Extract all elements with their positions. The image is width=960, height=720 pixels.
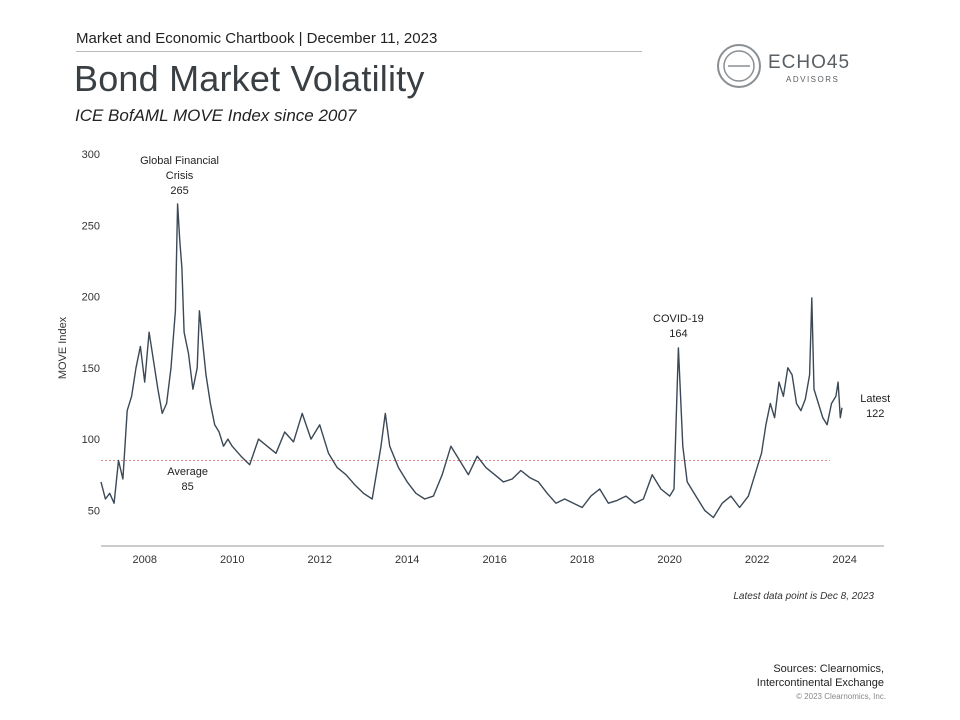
x-tick-label: 2024	[832, 554, 856, 566]
move-index-series-line	[100, 203, 843, 519]
y-tick-label: 250	[82, 220, 100, 232]
echo45-logo: ECHO45 ADVISORS	[714, 42, 864, 92]
annotation-label: Average	[167, 466, 208, 478]
sources: Sources: Clearnomics, Intercontinental E…	[757, 662, 884, 690]
latest-data-note: Latest data point is Dec 8, 2023	[733, 591, 874, 602]
annotation-label: 85	[181, 481, 193, 493]
sources-line-2: Intercontinental Exchange	[756, 677, 884, 689]
x-tick-label: 2010	[220, 554, 244, 566]
annotation-label: Global Financial	[140, 155, 219, 167]
logo-name: ECHO45	[768, 52, 851, 73]
annotation-label: 122	[866, 408, 884, 420]
x-tick-label: 2020	[657, 554, 681, 566]
annotations-group: Global Financial Crisis 265 COVID-19 164 Aver…	[140, 155, 890, 493]
annotation-label: Latest	[860, 393, 890, 405]
x-tick-label: 2018	[570, 554, 594, 566]
page-title: Bond Market Volatility	[74, 58, 425, 99]
y-tick-label: 150	[82, 363, 100, 375]
x-tick-label: 2014	[395, 554, 419, 566]
logo-tagline: ADVISORS	[786, 75, 840, 84]
x-tick-label: 2012	[307, 554, 331, 566]
x-axis-ticks: 2008 2010 2012 2014 2016 2018 2020 2022 2024	[133, 554, 857, 566]
annotation-label: COVID-19	[653, 313, 704, 325]
chartbook-header: Market and Economic Chartbook | December…	[76, 30, 642, 52]
y-tick-label: 50	[88, 505, 100, 517]
copyright: © 2023 Clearnomics, Inc.	[796, 692, 886, 701]
annotation-label: 164	[669, 328, 687, 340]
x-tick-label: 2022	[745, 554, 769, 566]
logo-mark-icon	[717, 44, 761, 88]
y-tick-label: 200	[82, 292, 100, 304]
annotation-label: 265	[170, 185, 188, 197]
annotation-label: Crisis	[166, 170, 194, 182]
y-axis-ticks: 50 100 150 200 250 300	[82, 149, 100, 517]
y-tick-label: 100	[82, 434, 100, 446]
y-axis-label: MOVE Index	[57, 316, 69, 379]
x-tick-label: 2016	[482, 554, 506, 566]
x-tick-label: 2008	[133, 554, 157, 566]
sources-line-1: Sources: Clearnomics,	[773, 663, 884, 675]
series-group	[100, 203, 843, 519]
page-subtitle: ICE BofAML MOVE Index since 2007	[75, 106, 357, 125]
y-tick-label: 300	[82, 149, 100, 161]
